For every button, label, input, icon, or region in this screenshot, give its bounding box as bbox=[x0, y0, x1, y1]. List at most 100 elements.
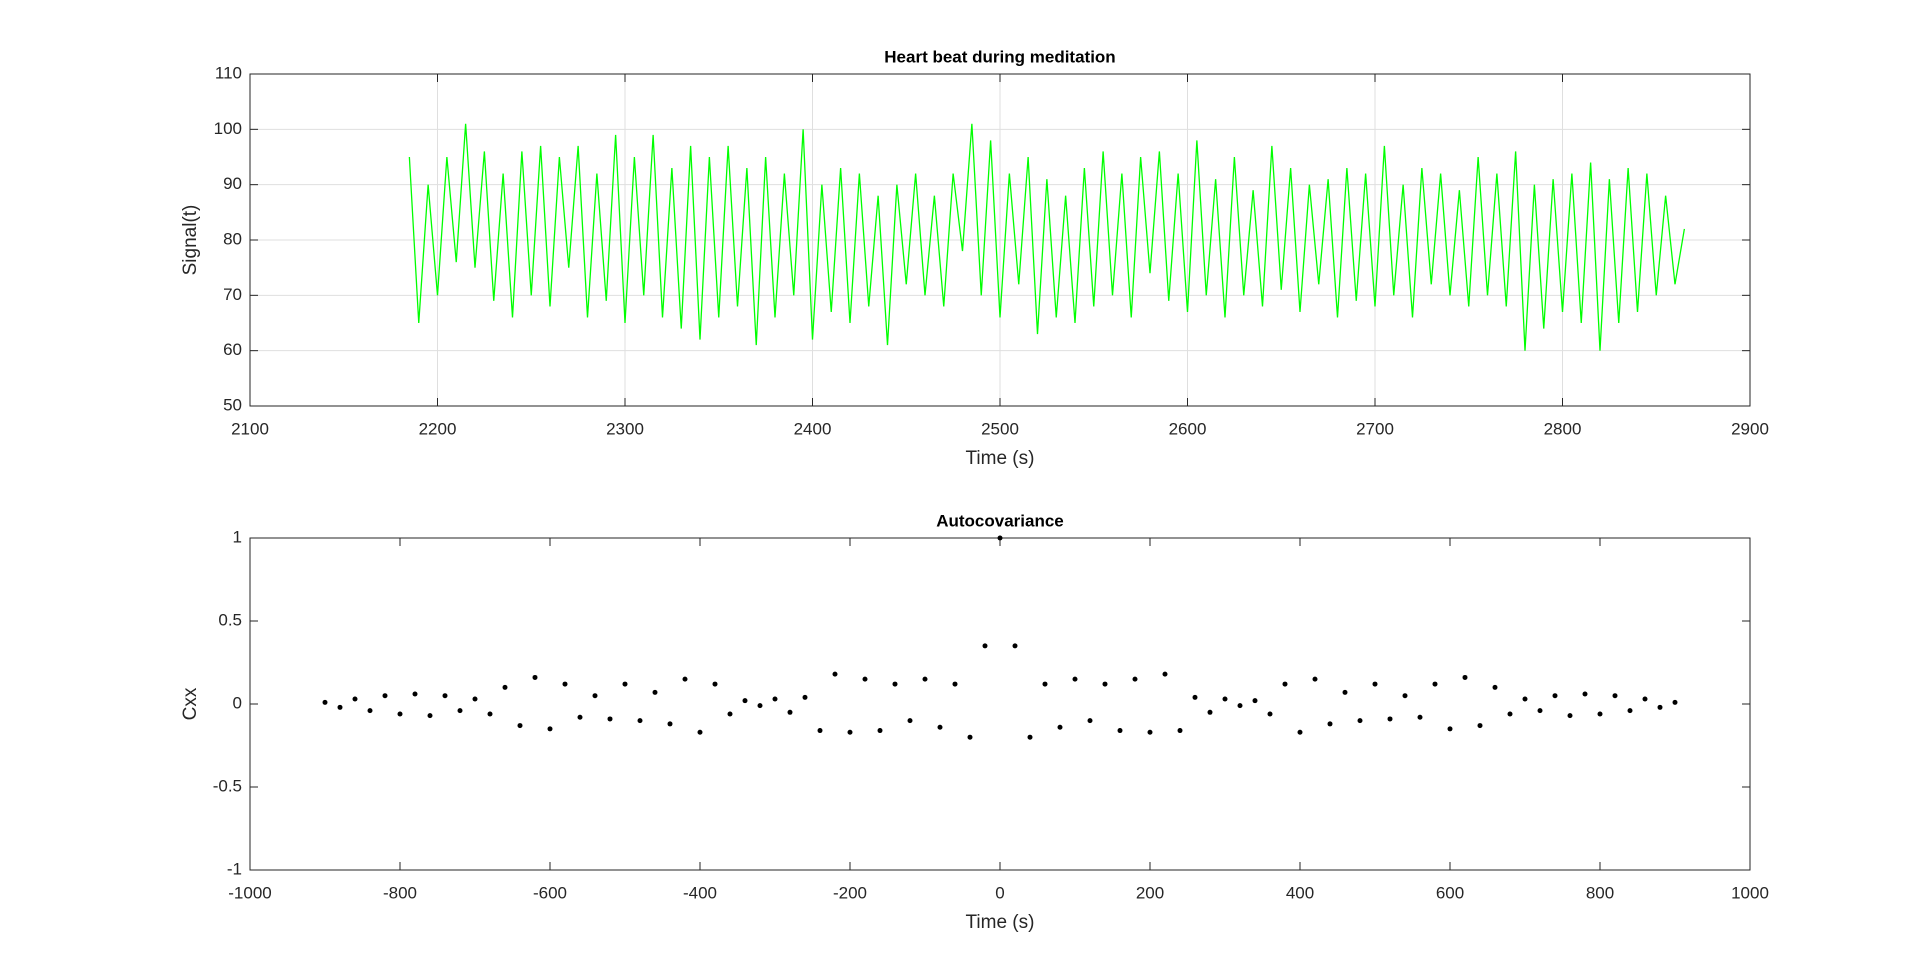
data-point bbox=[817, 728, 823, 734]
x-tick-label: 200 bbox=[1136, 883, 1164, 902]
x-tick-label: -1000 bbox=[228, 883, 271, 902]
data-point bbox=[457, 708, 463, 714]
x-tick-label: 600 bbox=[1436, 883, 1464, 902]
data-point bbox=[712, 681, 718, 687]
x-tick-label: -800 bbox=[383, 883, 417, 902]
plot-area bbox=[250, 538, 1750, 870]
x-tick-label: -600 bbox=[533, 883, 567, 902]
data-point bbox=[1642, 696, 1648, 702]
y-tick-label: 100 bbox=[214, 119, 242, 138]
data-point bbox=[442, 693, 448, 699]
data-point bbox=[1417, 714, 1423, 720]
data-point bbox=[1237, 703, 1243, 709]
data-point bbox=[682, 676, 688, 682]
data-point bbox=[1072, 676, 1078, 682]
data-point bbox=[667, 721, 673, 727]
y-tick-label: 110 bbox=[215, 63, 242, 82]
data-point bbox=[922, 676, 928, 682]
data-point bbox=[382, 693, 388, 699]
data-point bbox=[802, 694, 808, 700]
data-point bbox=[877, 728, 883, 734]
data-point bbox=[1117, 728, 1123, 734]
data-point bbox=[1087, 718, 1093, 724]
data-point bbox=[622, 681, 628, 687]
data-point bbox=[1537, 708, 1543, 714]
data-point bbox=[1342, 689, 1348, 695]
x-tick-label: 1000 bbox=[1731, 883, 1769, 902]
data-point bbox=[322, 699, 328, 705]
data-point bbox=[1372, 681, 1378, 687]
data-point bbox=[1432, 681, 1438, 687]
x-tick-label: 2200 bbox=[419, 419, 457, 438]
data-point bbox=[1402, 693, 1408, 699]
x-tick-label: 2300 bbox=[606, 419, 644, 438]
x-tick-label: -200 bbox=[833, 883, 867, 902]
data-point bbox=[502, 684, 508, 690]
data-point bbox=[652, 689, 658, 695]
data-point bbox=[607, 716, 613, 722]
data-point bbox=[1192, 694, 1198, 700]
data-point bbox=[1387, 716, 1393, 722]
data-point bbox=[487, 711, 493, 717]
data-point bbox=[1657, 704, 1663, 710]
data-point bbox=[1207, 709, 1213, 715]
data-point bbox=[1357, 718, 1363, 724]
x-tick-label: 2800 bbox=[1544, 419, 1582, 438]
data-point bbox=[517, 723, 523, 729]
x-tick-label: 2900 bbox=[1731, 419, 1769, 438]
data-point bbox=[1177, 728, 1183, 734]
data-point bbox=[577, 714, 583, 720]
y-tick-label: 90 bbox=[223, 174, 242, 193]
data-point bbox=[1522, 696, 1528, 702]
x-tick-label: 0 bbox=[995, 883, 1004, 902]
y-tick-label: 0.5 bbox=[218, 610, 242, 629]
data-point bbox=[472, 696, 478, 702]
data-point bbox=[937, 724, 943, 730]
data-point bbox=[1597, 711, 1603, 717]
chart-title: Heart beat during meditation bbox=[884, 47, 1115, 66]
data-point bbox=[1282, 681, 1288, 687]
y-axis-label: Cxx bbox=[180, 687, 201, 720]
data-point bbox=[1267, 711, 1273, 717]
data-point bbox=[967, 734, 973, 740]
data-point bbox=[1612, 693, 1618, 699]
data-point bbox=[592, 693, 598, 699]
data-point bbox=[892, 681, 898, 687]
y-tick-label: 60 bbox=[223, 340, 242, 359]
data-point bbox=[1057, 724, 1063, 730]
y-tick-label: 70 bbox=[223, 285, 242, 304]
data-point bbox=[427, 713, 433, 719]
y-tick-label: -0.5 bbox=[213, 776, 242, 795]
data-point bbox=[1552, 693, 1558, 699]
data-point bbox=[547, 726, 553, 732]
data-point bbox=[1027, 734, 1033, 740]
data-point bbox=[1327, 721, 1333, 727]
x-tick-label: 2600 bbox=[1169, 419, 1207, 438]
y-axis-label: Signal(t) bbox=[180, 205, 201, 276]
y-tick-label: 1 bbox=[233, 527, 242, 546]
data-point bbox=[832, 671, 838, 677]
data-point bbox=[757, 703, 763, 709]
y-tick-label: 50 bbox=[223, 395, 242, 414]
data-point bbox=[1162, 671, 1168, 677]
data-point bbox=[352, 696, 358, 702]
data-point bbox=[1627, 708, 1633, 714]
data-point bbox=[862, 676, 868, 682]
axes-box bbox=[249, 73, 1751, 407]
data-point bbox=[1222, 696, 1228, 702]
y-tick-label: 80 bbox=[223, 229, 242, 248]
data-point bbox=[997, 535, 1003, 541]
data-point bbox=[637, 718, 643, 724]
x-tick-label: 400 bbox=[1286, 883, 1314, 902]
data-point bbox=[397, 711, 403, 717]
data-point bbox=[742, 698, 748, 704]
data-point bbox=[1147, 729, 1153, 735]
data-point bbox=[1567, 713, 1573, 719]
data-point bbox=[727, 711, 733, 717]
data-point bbox=[907, 718, 913, 724]
data-point bbox=[697, 729, 703, 735]
data-point bbox=[1462, 674, 1468, 680]
y-tick-label: 0 bbox=[233, 693, 242, 712]
